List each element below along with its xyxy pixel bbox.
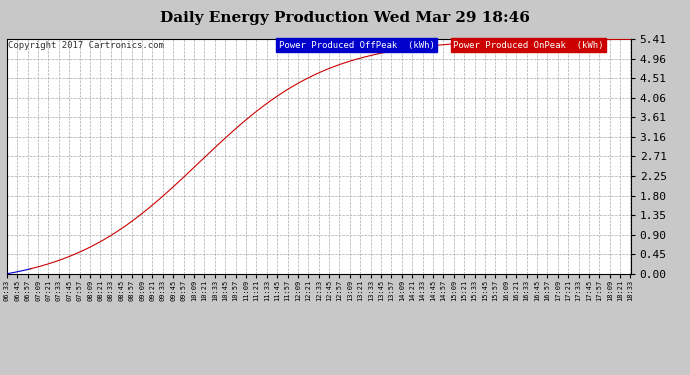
Text: Power Produced OnPeak  (kWh): Power Produced OnPeak (kWh) <box>453 40 604 50</box>
Text: Copyright 2017 Cartronics.com: Copyright 2017 Cartronics.com <box>8 40 164 50</box>
Text: Power Produced OffPeak  (kWh): Power Produced OffPeak (kWh) <box>279 40 435 50</box>
Text: Daily Energy Production Wed Mar 29 18:46: Daily Energy Production Wed Mar 29 18:46 <box>160 11 530 25</box>
